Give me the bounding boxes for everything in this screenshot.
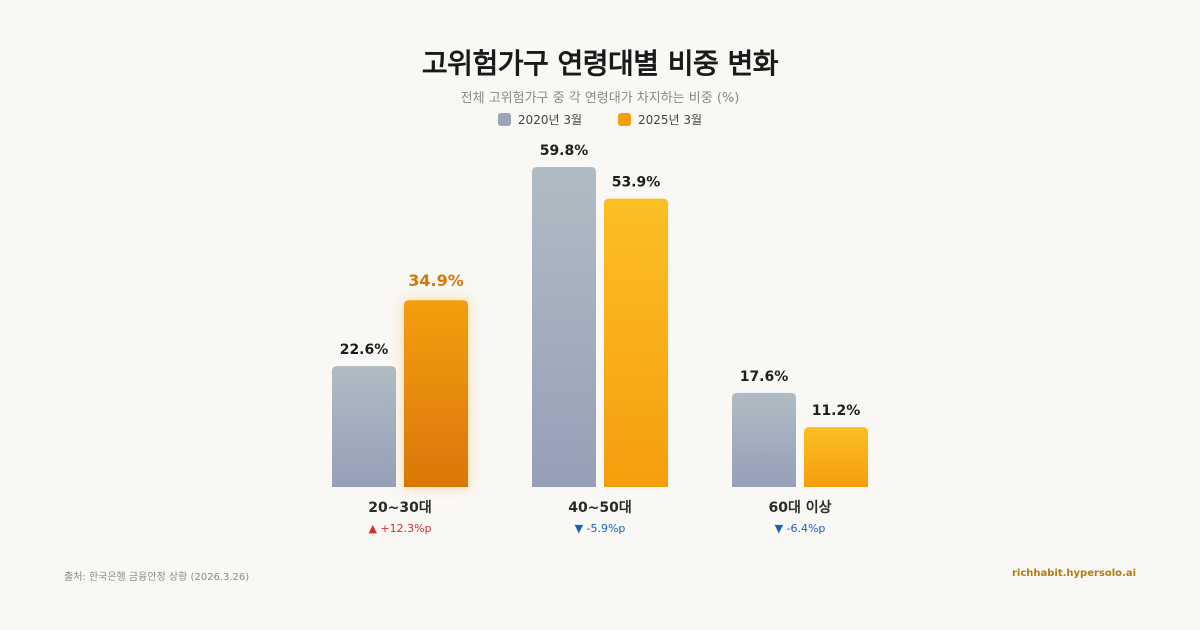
bar-2025-2 [604, 198, 668, 487]
bar-2025-1 [404, 300, 468, 487]
chart-title: 고위험가구 연령대별 비중 변화 [421, 47, 779, 80]
value-label-2025-2: 53.9% [612, 175, 661, 191]
bar-group-3: 17.6% 11.2% 60대 이상 ▼ -6.4%p [732, 369, 868, 535]
chart-legend: 2020년 3월 2025년 3월 [0, 111, 1200, 128]
legend-item-2020: 2020년 3월 [497, 111, 582, 128]
bar-2020-3 [732, 392, 796, 487]
value-label-2025-3: 11.2% [812, 403, 861, 419]
value-label-2020-3: 17.6% [740, 369, 789, 385]
change-label-2: ▼ -5.9%p [575, 522, 626, 535]
legend-swatch-2025 [618, 113, 631, 126]
site-url: richhabit.hypersolo.ai [1011, 568, 1136, 579]
bar-2020-1 [332, 366, 396, 487]
legend-label-2025: 2025년 3월 [638, 113, 703, 127]
chart-subtitle: 전체 고위험가구 중 각 연령대가 차지하는 비중 (%) [460, 91, 740, 106]
source-note: 출처: 한국은행 금융안정 상황 (2026.3.26) [64, 572, 250, 583]
legend-swatch-2020 [497, 113, 511, 126]
category-label-3: 60대 이상 [769, 499, 832, 516]
value-label-2020-2: 59.8% [540, 143, 589, 159]
legend-label-2020: 2020년 3월 [517, 113, 582, 127]
value-label-2025-1: 34.9% [408, 271, 464, 290]
bar-2025-3 [804, 427, 868, 487]
bar-group-1: 22.6% 34.9% 20~30대 ▲ +12.3%p [332, 271, 468, 535]
change-label-1: ▲ +12.3%p [368, 522, 431, 535]
bar-2020-2 [532, 167, 596, 487]
value-label-2020-1: 22.6% [340, 342, 389, 358]
change-label-3: ▼ -6.4%p [775, 522, 826, 535]
bar-group-2: 59.8% 53.9% 40~50대 ▼ -5.9%p [532, 143, 668, 535]
category-label-2: 40~50대 [568, 500, 632, 516]
legend-item-2025: 2025년 3월 [618, 111, 702, 128]
category-label-1: 20~30대 [368, 500, 432, 516]
